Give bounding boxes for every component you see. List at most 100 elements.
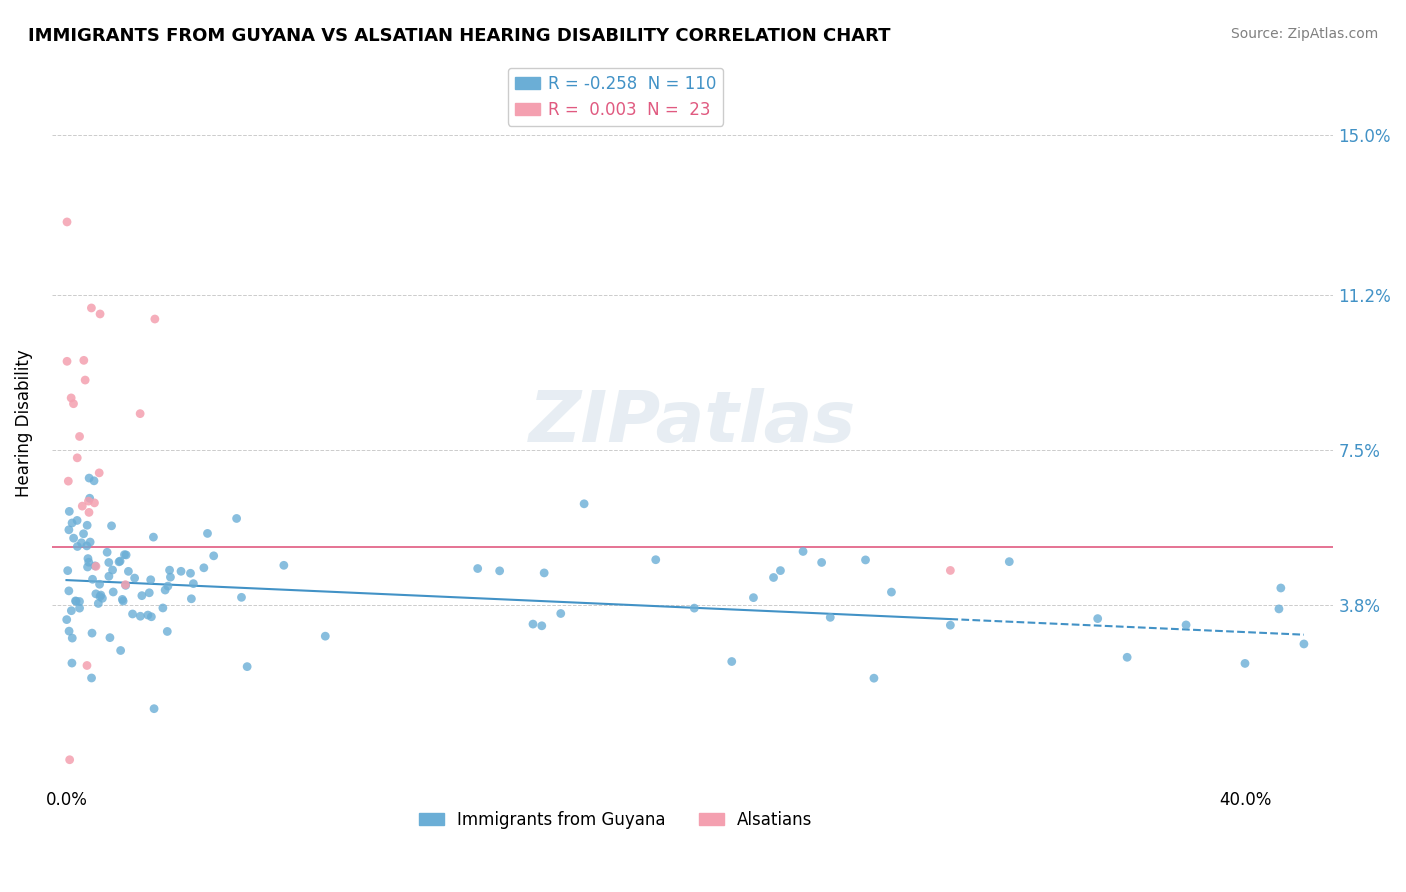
Immigrants from Guyana — [131, 589, 153, 603]
Alsatians — [129, 407, 152, 421]
Immigrants from Guyana — [533, 566, 555, 580]
Immigrants from Guyana — [820, 610, 842, 624]
Immigrants from Guyana — [56, 564, 79, 578]
Immigrants from Guyana — [792, 544, 814, 558]
Alsatians — [72, 499, 94, 513]
Immigrants from Guyana — [225, 511, 247, 525]
Immigrants from Guyana — [60, 604, 83, 618]
Immigrants from Guyana — [97, 569, 120, 583]
Immigrants from Guyana — [60, 516, 83, 530]
Alsatians — [66, 450, 89, 465]
Immigrants from Guyana — [58, 523, 80, 537]
Immigrants from Guyana — [76, 518, 98, 533]
Immigrants from Guyana — [183, 576, 205, 591]
Immigrants from Guyana — [644, 552, 666, 566]
Immigrants from Guyana — [77, 551, 100, 566]
Immigrants from Guyana — [79, 491, 101, 506]
Immigrants from Guyana — [762, 570, 785, 584]
Alsatians — [58, 474, 80, 488]
Immigrants from Guyana — [1268, 602, 1291, 616]
Immigrants from Guyana — [60, 631, 83, 645]
Immigrants from Guyana — [488, 564, 510, 578]
Immigrants from Guyana — [939, 618, 962, 632]
Immigrants from Guyana — [115, 548, 138, 562]
Text: Source: ZipAtlas.com: Source: ZipAtlas.com — [1230, 27, 1378, 41]
Immigrants from Guyana — [69, 594, 91, 608]
Immigrants from Guyana — [55, 613, 77, 627]
Immigrants from Guyana — [530, 619, 553, 633]
Immigrants from Guyana — [84, 558, 107, 573]
Alsatians — [80, 301, 103, 315]
Immigrants from Guyana — [129, 609, 152, 624]
Text: IMMIGRANTS FROM GUYANA VS ALSATIAN HEARING DISABILITY CORRELATION CHART: IMMIGRANTS FROM GUYANA VS ALSATIAN HEARI… — [28, 27, 890, 45]
Alsatians — [56, 215, 79, 229]
Immigrants from Guyana — [136, 608, 159, 623]
Alsatians — [143, 312, 166, 326]
Immigrants from Guyana — [76, 560, 98, 574]
Immigrants from Guyana — [98, 631, 121, 645]
Alsatians — [62, 397, 84, 411]
Immigrants from Guyana — [84, 587, 107, 601]
Immigrants from Guyana — [108, 554, 131, 568]
Immigrants from Guyana — [683, 601, 706, 615]
Alsatians — [114, 577, 136, 591]
Immigrants from Guyana — [152, 601, 174, 615]
Immigrants from Guyana — [193, 561, 215, 575]
Immigrants from Guyana — [153, 582, 176, 597]
Immigrants from Guyana — [80, 626, 103, 640]
Immigrants from Guyana — [138, 586, 160, 600]
Immigrants from Guyana — [60, 656, 83, 670]
Immigrants from Guyana — [112, 594, 135, 608]
Immigrants from Guyana — [66, 513, 89, 527]
Y-axis label: Hearing Disability: Hearing Disability — [15, 349, 32, 497]
Immigrants from Guyana — [236, 659, 259, 673]
Immigrants from Guyana — [101, 563, 124, 577]
Immigrants from Guyana — [91, 591, 114, 606]
Immigrants from Guyana — [1233, 657, 1256, 671]
Immigrants from Guyana — [863, 671, 886, 685]
Immigrants from Guyana — [855, 553, 877, 567]
Immigrants from Guyana — [114, 548, 136, 562]
Immigrants from Guyana — [82, 572, 104, 586]
Immigrants from Guyana — [121, 607, 143, 621]
Immigrants from Guyana — [69, 601, 91, 615]
Immigrants from Guyana — [62, 531, 84, 545]
Immigrants from Guyana — [159, 570, 181, 584]
Immigrants from Guyana — [65, 594, 87, 608]
Alsatians — [75, 373, 97, 387]
Alsatians — [89, 466, 111, 480]
Immigrants from Guyana — [1116, 650, 1139, 665]
Immigrants from Guyana — [1087, 612, 1109, 626]
Immigrants from Guyana — [1175, 618, 1198, 632]
Immigrants from Guyana — [810, 556, 832, 570]
Immigrants from Guyana — [66, 540, 89, 554]
Immigrants from Guyana — [72, 526, 94, 541]
Immigrants from Guyana — [97, 556, 120, 570]
Immigrants from Guyana — [273, 558, 295, 573]
Immigrants from Guyana — [197, 526, 219, 541]
Alsatians — [84, 559, 107, 574]
Alsatians — [73, 353, 96, 368]
Immigrants from Guyana — [70, 536, 93, 550]
Alsatians — [59, 753, 82, 767]
Immigrants from Guyana — [90, 588, 112, 602]
Alsatians — [56, 354, 79, 368]
Alsatians — [83, 496, 105, 510]
Alsatians — [89, 307, 111, 321]
Immigrants from Guyana — [143, 701, 166, 715]
Immigrants from Guyana — [108, 555, 131, 569]
Immigrants from Guyana — [58, 624, 80, 639]
Immigrants from Guyana — [742, 591, 765, 605]
Immigrants from Guyana — [572, 497, 595, 511]
Immigrants from Guyana — [77, 555, 100, 569]
Immigrants from Guyana — [114, 578, 136, 592]
Immigrants from Guyana — [1270, 581, 1292, 595]
Immigrants from Guyana — [89, 590, 111, 604]
Immigrants from Guyana — [156, 579, 179, 593]
Immigrants from Guyana — [231, 591, 253, 605]
Immigrants from Guyana — [880, 585, 903, 599]
Immigrants from Guyana — [96, 545, 118, 559]
Legend: Immigrants from Guyana, Alsatians: Immigrants from Guyana, Alsatians — [412, 805, 820, 836]
Immigrants from Guyana — [180, 591, 202, 606]
Immigrants from Guyana — [141, 609, 163, 624]
